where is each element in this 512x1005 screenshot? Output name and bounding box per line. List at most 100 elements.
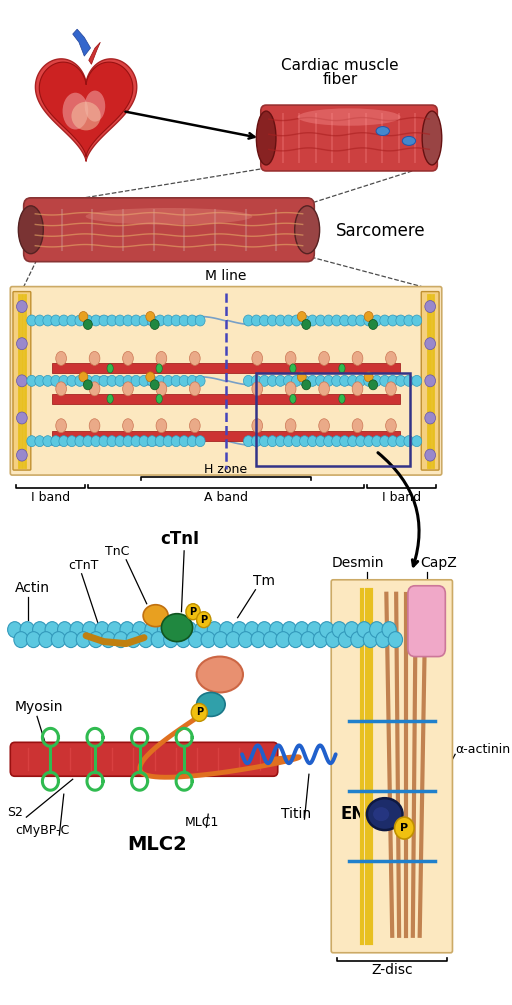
Circle shape xyxy=(139,631,153,647)
Text: cTnI: cTnI xyxy=(160,530,199,548)
Circle shape xyxy=(315,436,326,446)
Circle shape xyxy=(59,436,69,446)
Circle shape xyxy=(163,375,173,386)
Circle shape xyxy=(239,631,253,647)
Circle shape xyxy=(251,375,261,386)
Circle shape xyxy=(396,375,406,386)
Circle shape xyxy=(150,320,159,330)
Circle shape xyxy=(404,375,414,386)
Circle shape xyxy=(191,704,207,722)
Circle shape xyxy=(179,375,189,386)
Circle shape xyxy=(146,312,155,322)
Text: MLC1: MLC1 xyxy=(185,816,219,829)
Ellipse shape xyxy=(62,92,88,130)
Bar xyxy=(256,374,410,465)
Circle shape xyxy=(207,622,222,637)
Ellipse shape xyxy=(86,208,252,225)
Circle shape xyxy=(302,320,311,330)
Circle shape xyxy=(412,436,422,446)
Circle shape xyxy=(251,436,261,446)
Circle shape xyxy=(115,315,125,326)
Ellipse shape xyxy=(189,419,200,433)
Ellipse shape xyxy=(107,394,113,403)
Circle shape xyxy=(396,436,406,446)
Circle shape xyxy=(51,436,60,446)
Ellipse shape xyxy=(89,382,100,396)
Circle shape xyxy=(332,315,342,326)
Text: A band: A band xyxy=(204,491,248,505)
Circle shape xyxy=(382,622,396,637)
Ellipse shape xyxy=(402,137,416,146)
Circle shape xyxy=(59,315,69,326)
Ellipse shape xyxy=(285,419,296,433)
Circle shape xyxy=(170,622,184,637)
Circle shape xyxy=(131,375,141,386)
Circle shape xyxy=(324,436,333,446)
Circle shape xyxy=(364,372,373,382)
Circle shape xyxy=(20,622,34,637)
Circle shape xyxy=(264,631,278,647)
Circle shape xyxy=(357,622,371,637)
Ellipse shape xyxy=(285,382,296,396)
Circle shape xyxy=(171,375,181,386)
Circle shape xyxy=(313,631,328,647)
Circle shape xyxy=(308,375,317,386)
Circle shape xyxy=(51,315,60,326)
Circle shape xyxy=(33,622,47,637)
Text: P: P xyxy=(189,607,197,617)
Circle shape xyxy=(300,315,309,326)
Circle shape xyxy=(267,315,278,326)
Circle shape xyxy=(99,436,109,446)
Circle shape xyxy=(220,622,234,637)
Text: M line: M line xyxy=(205,268,247,282)
Circle shape xyxy=(99,375,109,386)
Circle shape xyxy=(380,375,390,386)
Circle shape xyxy=(245,622,259,637)
Circle shape xyxy=(275,315,285,326)
Circle shape xyxy=(171,315,181,326)
Circle shape xyxy=(131,315,141,326)
Circle shape xyxy=(179,315,189,326)
Circle shape xyxy=(326,631,340,647)
Circle shape xyxy=(16,375,27,387)
Circle shape xyxy=(388,315,398,326)
Circle shape xyxy=(369,320,377,330)
Text: α-actinin: α-actinin xyxy=(455,743,510,756)
Ellipse shape xyxy=(290,394,296,403)
Text: fiber: fiber xyxy=(323,72,358,87)
Circle shape xyxy=(27,436,36,446)
Circle shape xyxy=(171,436,181,446)
Polygon shape xyxy=(89,42,100,64)
Ellipse shape xyxy=(319,382,329,396)
Text: cTnT: cTnT xyxy=(68,559,99,572)
Circle shape xyxy=(16,338,27,350)
Circle shape xyxy=(83,436,93,446)
Circle shape xyxy=(16,412,27,424)
Circle shape xyxy=(155,375,165,386)
Text: Desmin: Desmin xyxy=(332,556,384,570)
Circle shape xyxy=(324,375,333,386)
Circle shape xyxy=(176,631,190,647)
Circle shape xyxy=(214,631,228,647)
Circle shape xyxy=(75,375,85,386)
Text: I band: I band xyxy=(382,491,421,505)
Circle shape xyxy=(302,380,311,390)
Circle shape xyxy=(83,380,92,390)
Circle shape xyxy=(195,375,205,386)
Circle shape xyxy=(270,622,284,637)
Circle shape xyxy=(339,375,350,386)
Circle shape xyxy=(260,436,269,446)
Circle shape xyxy=(308,436,317,446)
Ellipse shape xyxy=(123,352,133,366)
Circle shape xyxy=(187,375,197,386)
Circle shape xyxy=(372,315,381,326)
Circle shape xyxy=(83,320,92,330)
Circle shape xyxy=(332,436,342,446)
FancyBboxPatch shape xyxy=(10,743,278,776)
Circle shape xyxy=(243,436,253,446)
Circle shape xyxy=(145,622,159,637)
FancyBboxPatch shape xyxy=(10,286,442,475)
Circle shape xyxy=(16,300,27,313)
Ellipse shape xyxy=(56,419,67,433)
Circle shape xyxy=(16,449,27,461)
